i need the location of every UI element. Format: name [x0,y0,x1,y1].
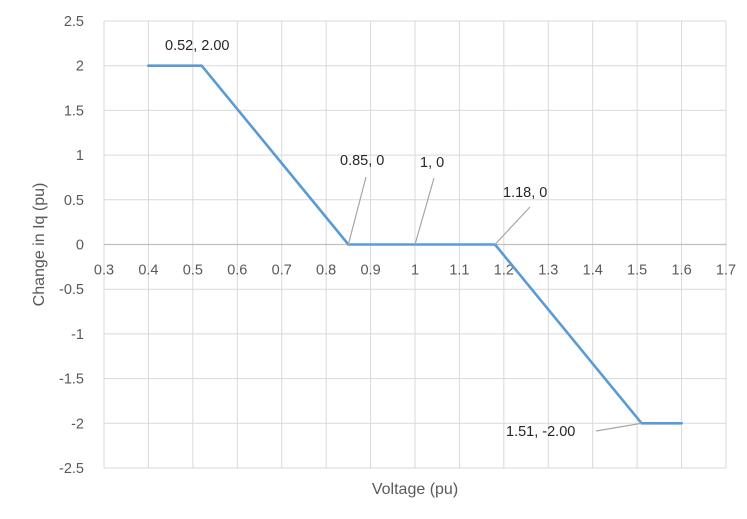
data-label: 0.85, 0 [340,153,384,169]
y-tick-label: 0.5 [64,193,84,209]
y-tick-label: -0.5 [59,282,84,298]
annotation-leader [347,176,367,245]
y-tick-label: -1 [71,327,84,343]
x-tick-label: 1.2 [494,263,514,279]
y-tick-labels: 2.5 2 1.5 1 0.5 0 -0.5 -1 -1.5 -2 -2.5 [59,14,84,477]
x-tick-label: 0.9 [360,263,380,279]
x-tick-label: 1 [411,263,419,279]
x-tick-label: 0.3 [94,263,114,279]
y-tick-label: 0 [76,238,84,254]
x-tick-label: 1.5 [627,263,647,279]
annotations: 0.52, 2.00 0.85, 0 1, 0 1.18, 0 1.51, -2.00 [165,38,642,440]
y-tick-label: -1.5 [59,372,84,388]
x-tick-label: 0.7 [272,263,292,279]
x-tick-label: 1.3 [538,263,558,279]
x-tick-label: 1.6 [671,263,691,279]
data-label: 0.52, 2.00 [165,38,230,54]
y-tick-label: 2 [76,59,84,75]
y-tick-label: 2.5 [64,14,84,30]
data-label: 1.51, -2.00 [506,424,575,440]
y-axis-title: Change in Iq (pu) [31,183,48,307]
annotation-leader [494,206,531,245]
x-tick-label: 0.4 [138,263,158,279]
x-tick-label: 0.6 [227,263,247,279]
x-tick-label: 1.4 [583,263,603,279]
data-label: 1.18, 0 [503,185,547,201]
x-tick-label: 1.7 [716,263,736,279]
x-tick-label: 1.1 [449,263,469,279]
x-tick-label: 0.8 [316,263,336,279]
annotation-leader [414,177,435,245]
y-tick-label: 1.5 [64,103,84,119]
y-tick-label: -2.5 [59,461,84,477]
x-axis-title: Voltage (pu) [372,481,458,498]
y-tick-label: 1 [76,148,84,164]
data-label: 1, 0 [420,155,444,171]
annotation-leader [595,422,642,432]
y-tick-label: -2 [71,416,84,432]
x-tick-label: 0.5 [183,263,203,279]
x-tick-labels: 0.3 0.4 0.5 0.6 0.7 0.8 0.9 1 1.1 1.2 1.3 1.4 1.5 1.6… [94,263,736,279]
